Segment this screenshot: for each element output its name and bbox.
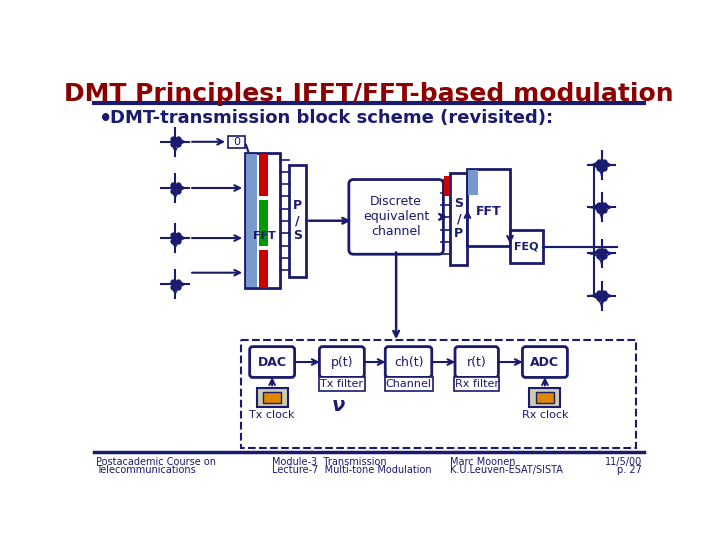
- Text: FFT: FFT: [253, 231, 275, 241]
- Text: Tx clock: Tx clock: [249, 410, 295, 420]
- Bar: [454, 377, 499, 390]
- Text: Channel: Channel: [385, 379, 431, 389]
- Text: ADC: ADC: [531, 355, 559, 368]
- Bar: [536, 392, 554, 403]
- Text: •: •: [99, 110, 112, 130]
- FancyBboxPatch shape: [320, 347, 364, 377]
- Text: ch(t): ch(t): [394, 355, 423, 368]
- FancyBboxPatch shape: [523, 347, 567, 377]
- Bar: [468, 170, 477, 195]
- Text: FFT: FFT: [476, 205, 502, 218]
- Text: Telecommunications: Telecommunications: [96, 465, 196, 475]
- Bar: [241, 340, 636, 448]
- Bar: [467, 168, 510, 246]
- FancyBboxPatch shape: [250, 347, 294, 377]
- Text: Postacademic Course on: Postacademic Course on: [96, 457, 216, 467]
- Bar: [529, 388, 560, 407]
- Text: ν: ν: [331, 396, 345, 415]
- Bar: [228, 136, 245, 148]
- FancyBboxPatch shape: [349, 179, 444, 254]
- Bar: [384, 377, 433, 390]
- Text: 11/5/00: 11/5/00: [605, 457, 642, 467]
- FancyBboxPatch shape: [385, 347, 432, 377]
- Text: r(t): r(t): [467, 355, 487, 368]
- Bar: [263, 392, 282, 403]
- Bar: [259, 154, 269, 197]
- Bar: [319, 377, 365, 390]
- Text: Marc Moonen: Marc Moonen: [451, 457, 516, 467]
- Text: Discrete
equivalent
channel: Discrete equivalent channel: [363, 195, 429, 238]
- Bar: [259, 200, 269, 246]
- Text: DMT-transmission block scheme (revisited):: DMT-transmission block scheme (revisited…: [110, 110, 553, 127]
- Text: Rx filter: Rx filter: [455, 379, 499, 389]
- Bar: [444, 177, 451, 195]
- Text: Module-3  Transmission: Module-3 Transmission: [272, 457, 387, 467]
- Text: DMT Principles: IFFT/FFT-based modulation: DMT Principles: IFFT/FFT-based modulatio…: [64, 82, 674, 106]
- Bar: [256, 388, 287, 407]
- Bar: [451, 173, 467, 265]
- Text: S
/
P: S / P: [454, 197, 464, 240]
- Bar: [510, 231, 543, 262]
- Text: 0: 0: [233, 137, 240, 147]
- Text: p(t): p(t): [330, 355, 353, 368]
- Bar: [245, 153, 280, 288]
- Text: DAC: DAC: [258, 355, 287, 368]
- Bar: [259, 249, 269, 287]
- Text: K.U.Leuven-ESAT/SISTA: K.U.Leuven-ESAT/SISTA: [451, 465, 563, 475]
- Bar: [289, 165, 306, 276]
- Bar: [246, 154, 256, 287]
- Text: Rx clock: Rx clock: [522, 410, 568, 420]
- Text: Lecture-7  Multi-tone Modulation: Lecture-7 Multi-tone Modulation: [272, 465, 432, 475]
- Text: Tx filter: Tx filter: [320, 379, 364, 389]
- Text: P
/
S: P / S: [293, 199, 302, 242]
- Text: p. 27: p. 27: [617, 465, 642, 475]
- FancyBboxPatch shape: [455, 347, 498, 377]
- Text: FEQ: FEQ: [514, 241, 539, 252]
